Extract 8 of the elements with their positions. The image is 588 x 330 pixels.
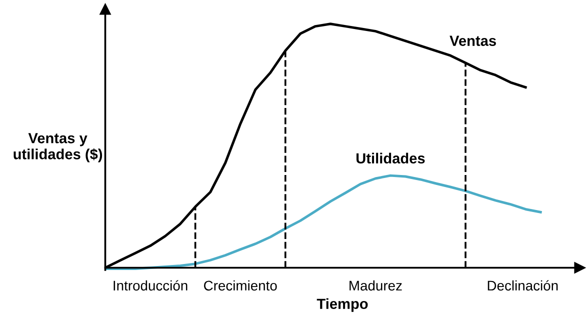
text: Declinación: [488, 280, 558, 291]
y-axis-title: Ventas y utilidades ($): [14, 133, 102, 162]
series-label: Ventas: [450, 36, 496, 46]
text: Introducción: [114, 280, 188, 291]
x-axis-title: Tiempo: [316, 298, 368, 312]
text: Madurez: [350, 280, 402, 291]
series-label: Utilidades: [356, 152, 425, 164]
text: Crecimiento: [204, 280, 277, 291]
